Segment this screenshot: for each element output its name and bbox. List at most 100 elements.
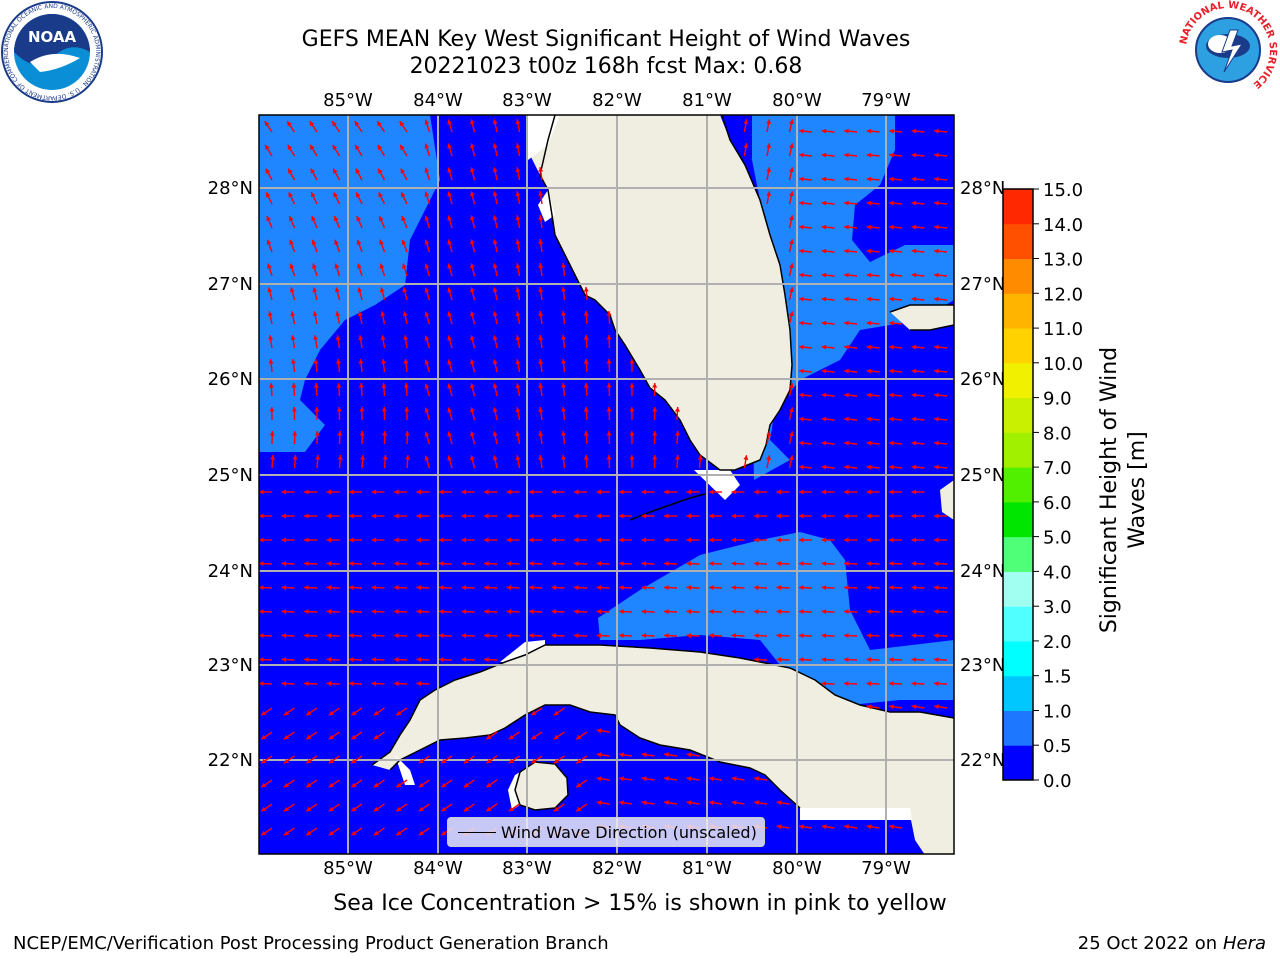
wave-arrow-head bbox=[866, 657, 872, 663]
wave-arrow-head bbox=[470, 431, 475, 437]
wave-arrow-head bbox=[515, 263, 521, 269]
wave-arrow-head bbox=[821, 296, 827, 302]
wave-arrow-head bbox=[311, 192, 316, 198]
colorbar-swatch bbox=[1003, 571, 1033, 607]
wave-arrow-head bbox=[281, 513, 286, 519]
wave-arrow-head bbox=[328, 806, 334, 812]
wave-arrow-head bbox=[265, 144, 270, 150]
wave-arrow-head bbox=[866, 248, 872, 254]
wave-arrow-head bbox=[596, 800, 602, 806]
chart-title: GEFS MEAN Key West Significant Height of… bbox=[301, 27, 911, 52]
latitude-labels-left: 28°N 27°N 26°N 25°N 24°N 23°N 22°N bbox=[208, 178, 253, 771]
gridlines bbox=[259, 115, 954, 854]
wave-arrow-head bbox=[515, 335, 521, 341]
wave-arrow-head bbox=[283, 806, 289, 812]
wave-arrow-head bbox=[629, 455, 635, 460]
wave-arrow-head bbox=[394, 681, 399, 687]
wave-arrow-head bbox=[889, 489, 894, 495]
wave-arrow-head bbox=[394, 585, 399, 591]
wave-arrow-head bbox=[351, 830, 357, 836]
wave-arrow-head bbox=[337, 455, 343, 460]
map-legend: Wind Wave Direction (unscaled) bbox=[447, 817, 765, 847]
wave-arrow-head bbox=[686, 752, 692, 758]
wave-arrow-head bbox=[416, 489, 421, 495]
wave-arrow-head bbox=[290, 335, 296, 340]
wave-arrow-head bbox=[641, 752, 647, 758]
wave-arrow-head bbox=[664, 800, 669, 806]
wave-arrow-head bbox=[351, 734, 357, 740]
wave-arrow-head bbox=[911, 657, 917, 663]
wave-arrow-head bbox=[373, 710, 379, 716]
wave-arrow-head bbox=[789, 239, 794, 245]
wave-arrow-head bbox=[394, 489, 399, 495]
wave-arrow-head bbox=[619, 776, 624, 782]
wave-arrow-head bbox=[358, 383, 364, 388]
wave-arrow-head bbox=[866, 224, 872, 230]
wave-arrow-head bbox=[576, 734, 582, 740]
colorbar-tick-label: 4.0 bbox=[1043, 562, 1072, 583]
colorbar-tick-label: 3.0 bbox=[1043, 597, 1072, 618]
wave-arrow-head bbox=[261, 782, 267, 788]
wave-arrow-head bbox=[799, 392, 804, 398]
wave-arrow-head bbox=[265, 168, 271, 174]
wave-arrow-head bbox=[844, 657, 849, 663]
wave-arrow-head bbox=[731, 537, 736, 543]
wave-arrow-head bbox=[404, 431, 410, 436]
wave-arrow-head bbox=[664, 776, 669, 782]
wave-arrow-head bbox=[934, 392, 939, 398]
lat-tick-label: 23°N bbox=[208, 655, 253, 676]
wave-arrow-head bbox=[439, 609, 444, 615]
wave-arrow-head bbox=[492, 167, 498, 173]
wave-arrow-head bbox=[889, 128, 894, 134]
wave-arrow-head bbox=[400, 168, 406, 174]
wave-arrow-head bbox=[531, 734, 537, 740]
lat-tick-label: 24°N bbox=[960, 561, 1005, 582]
wave-arrow-head bbox=[404, 407, 410, 412]
wave-arrow-head bbox=[311, 239, 317, 245]
wave-arrow-head bbox=[371, 609, 377, 615]
wave-arrow-head bbox=[731, 489, 736, 495]
wave-arrow-head bbox=[313, 335, 319, 340]
wave-arrow-head bbox=[799, 440, 804, 446]
wave-arrow-head bbox=[664, 537, 669, 543]
colorbar-swatch bbox=[1003, 189, 1033, 225]
wave-arrow-head bbox=[754, 489, 759, 495]
wave-arrow-head bbox=[889, 537, 894, 543]
wave-arrow-head bbox=[821, 320, 827, 326]
colorbar-label-line-2: Waves [m] bbox=[1125, 431, 1150, 548]
wave-arrow-head bbox=[574, 609, 579, 615]
wave-arrow-head bbox=[447, 383, 452, 389]
wave-arrow-head bbox=[314, 431, 320, 436]
wave-arrow-head bbox=[583, 311, 589, 316]
wave-arrow-head bbox=[441, 782, 447, 788]
wave-arrow-head bbox=[326, 513, 331, 519]
wave-arrow-head bbox=[447, 119, 452, 125]
wave-arrow-head bbox=[675, 455, 680, 460]
wave-arrow-head bbox=[561, 431, 566, 436]
wave-arrow-head bbox=[283, 830, 289, 836]
wave-arrow-head bbox=[553, 734, 559, 740]
wave-arrow-head bbox=[529, 609, 534, 615]
wave-arrow-head bbox=[470, 191, 475, 197]
wave-arrow-head bbox=[506, 585, 512, 591]
colorbar-swatch bbox=[1003, 606, 1033, 642]
wave-arrow-head bbox=[686, 609, 692, 615]
wave-arrow-head bbox=[461, 609, 467, 615]
wave-arrow-head bbox=[619, 800, 624, 806]
wave-arrow-head bbox=[484, 633, 489, 639]
wave-arrow-head bbox=[911, 440, 917, 446]
wave-arrow-head bbox=[686, 513, 691, 519]
wave-arrow-head bbox=[911, 200, 917, 206]
wave-arrow-head bbox=[889, 609, 894, 615]
wave-arrow-head bbox=[268, 359, 274, 364]
wave-arrow-head bbox=[371, 633, 377, 639]
wave-arrow-head bbox=[424, 215, 430, 221]
wave-arrow-head bbox=[424, 311, 430, 317]
colorbar-swatch bbox=[1003, 745, 1033, 781]
lon-tick-label: 79°W bbox=[861, 858, 911, 879]
wave-arrow-head bbox=[283, 782, 289, 788]
wave-arrow-head bbox=[439, 513, 444, 519]
wave-arrow-head bbox=[709, 513, 714, 519]
wave-arrow-head bbox=[349, 657, 354, 663]
wave-arrow-head bbox=[357, 263, 362, 269]
